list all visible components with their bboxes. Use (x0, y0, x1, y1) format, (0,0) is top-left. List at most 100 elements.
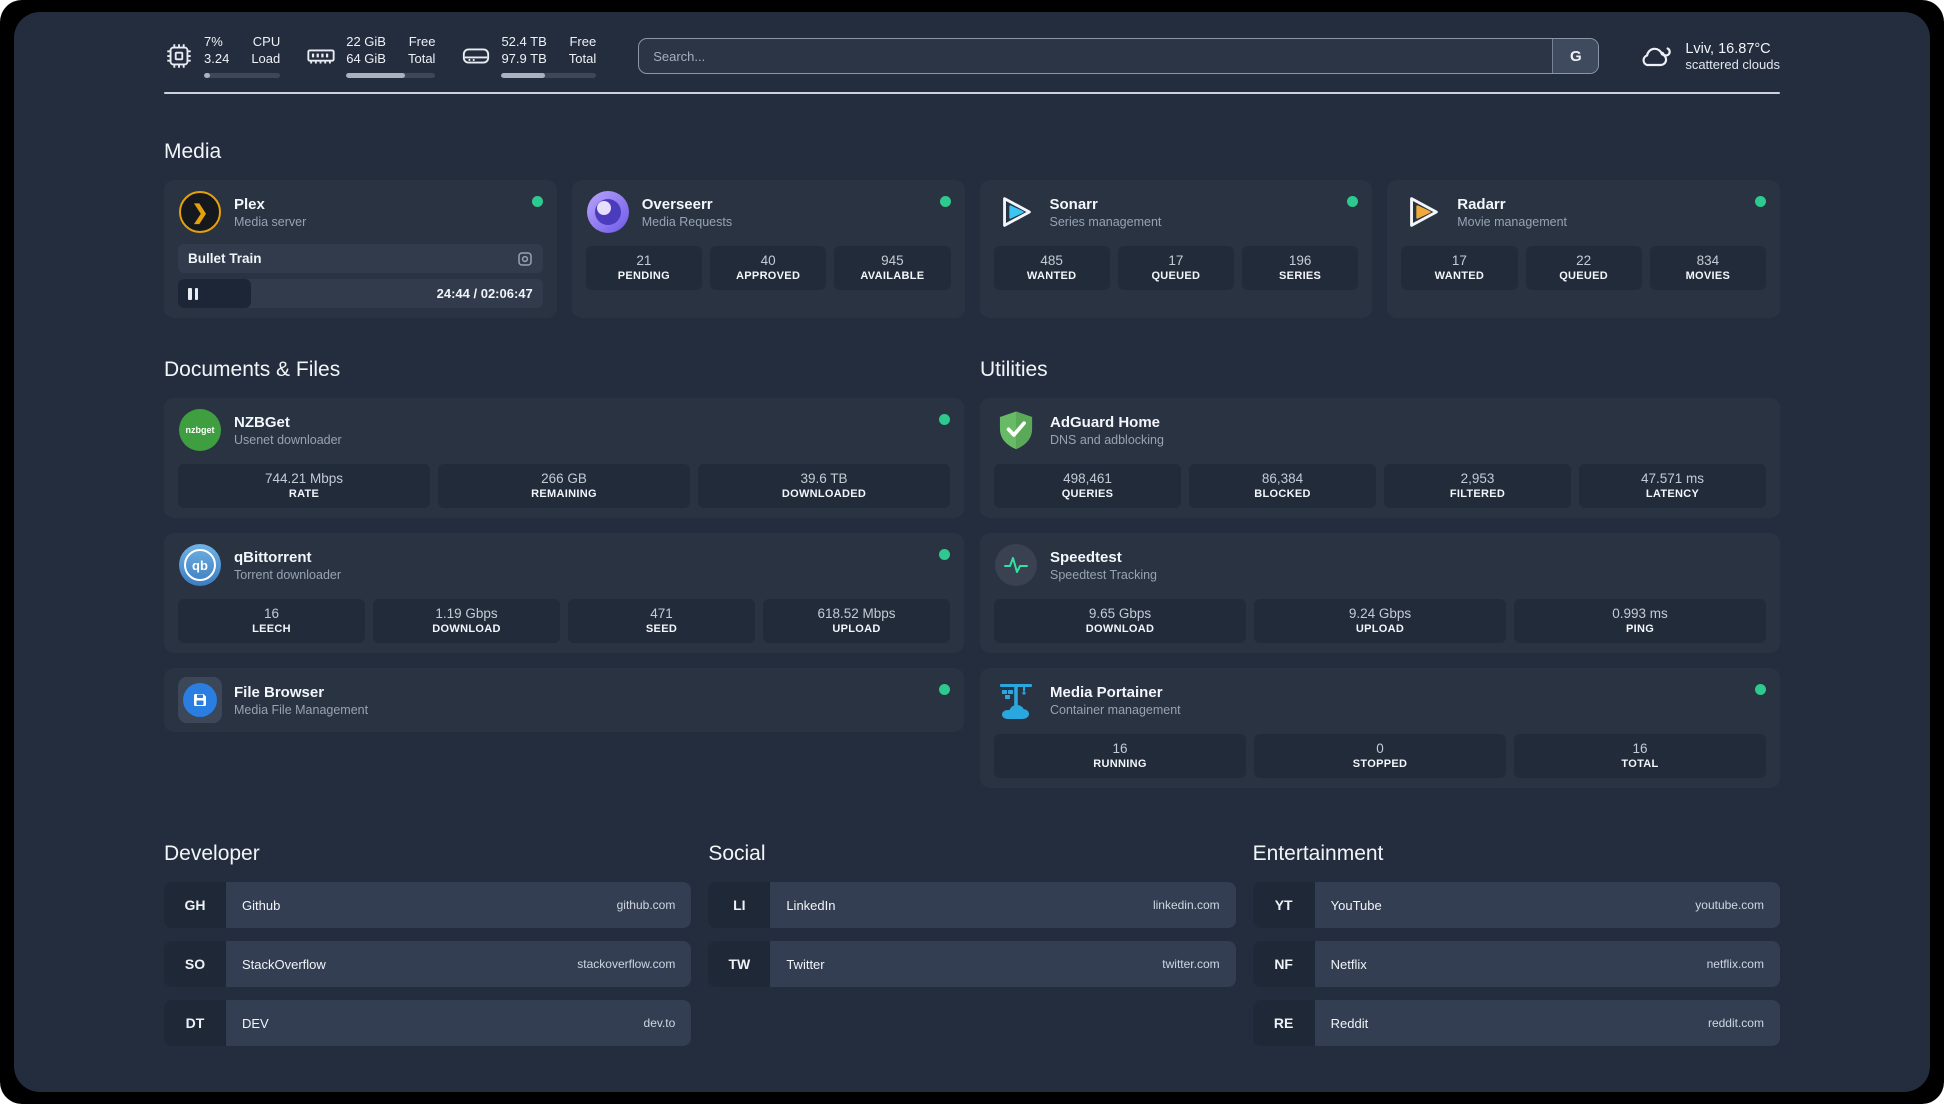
plex-card[interactable]: ❯ Plex Media server Bullet Train (164, 180, 557, 318)
storage-label-2: Total (568, 51, 597, 66)
stat-tile: 16 LEECH (178, 599, 365, 643)
radarr-subtitle: Movie management (1457, 214, 1568, 229)
bookmark-abbr: GH (164, 882, 226, 928)
stat-tile: 22 QUEUED (1525, 246, 1642, 290)
now-playing-title: Bullet Train (188, 251, 262, 266)
bookmark-name: Twitter (786, 956, 825, 972)
stat-tile: 834 MOVIES (1649, 246, 1766, 290)
storage-progress-fill (501, 72, 546, 78)
bookmark-stackoverflow[interactable]: SO StackOverflow stackoverflow.com (164, 941, 692, 987)
cpu-load: 3.24 (204, 51, 230, 66)
stat-tile: 196 SERIES (1242, 246, 1359, 290)
section-entertainment: Entertainment YT YouTube youtube.com NF N… (1252, 842, 1780, 1046)
section-developer: Developer GH Github github.com SO StackOv… (164, 842, 692, 1046)
overseerr-card[interactable]: Overseerr Media Requests 21 PENDING 40 APP… (571, 180, 965, 318)
bookmark-abbr: RE (1252, 1000, 1315, 1046)
bookmark-reddit[interactable]: RE Reddit reddit.com (1252, 1000, 1780, 1046)
playback-elapsed (178, 279, 251, 308)
nzbget-icon: nzbget (178, 408, 222, 452)
section-social: Social LI LinkedIn linkedin.com TW Twitte… (708, 842, 1236, 987)
bookmark-dev[interactable]: DT DEV dev.to (164, 1000, 692, 1046)
qbittorrent-icon: qb (178, 543, 222, 587)
nzbget-subtitle: Usenet downloader (234, 432, 342, 447)
search-input[interactable] (638, 38, 1600, 74)
adguard-subtitle: DNS and adblocking (1050, 432, 1164, 447)
cpu-label-2: Load (251, 51, 281, 66)
plex-status-dot (531, 196, 543, 207)
portainer-card[interactable]: Media Portainer Container management 16 R… (980, 668, 1780, 788)
portainer-status-dot (1755, 684, 1766, 695)
bookmark-abbr: LI (708, 882, 771, 928)
storage-label-1: Free (569, 34, 597, 50)
filebrowser-subtitle: Media File Management (234, 702, 369, 717)
nzbget-status-dot (939, 414, 950, 425)
cpu-progress-track (204, 72, 281, 78)
bookmark-url: dev.to (643, 1016, 676, 1030)
section-media: Media ❯ Plex Media server Bullet Train (164, 140, 1780, 318)
bookmark-name: YouTube (1330, 897, 1382, 913)
weather-widget[interactable]: Lviv, 16.87°C scattered clouds (1637, 41, 1780, 72)
storage-free: 52.4 TB (501, 34, 547, 50)
sonarr-status-dot (1347, 196, 1359, 207)
plex-title: Plex (234, 195, 265, 213)
cloud-icon (1637, 41, 1673, 71)
stat-tile: 498,461 QUERIES (994, 464, 1181, 508)
sonarr-card[interactable]: Sonarr Series management 485 WANTED 17 QUE… (979, 180, 1373, 318)
pause-icon[interactable] (188, 287, 198, 300)
adguard-card[interactable]: AdGuard Home DNS and adblocking 498,461 Q… (980, 398, 1780, 518)
bookmark-abbr: DT (164, 1000, 226, 1046)
stat-tile: 2,953 FILTERED (1384, 464, 1571, 508)
playback-progress-bar[interactable]: 24:44 / 02:06:47 (178, 279, 543, 308)
radarr-card[interactable]: Radarr Movie management 17 WANTED 22 QUEUE… (1387, 180, 1780, 318)
portainer-subtitle: Container management (1050, 702, 1181, 717)
section-documents: Documents & Files nzbget NZBGet Usenet d… (164, 358, 964, 732)
speedtest-subtitle: Speedtest Tracking (1050, 567, 1158, 582)
filebrowser-title: File Browser (234, 683, 325, 701)
dashboard-panel: 7% 3.24 CPU Load (14, 12, 1930, 1092)
portainer-icon (994, 678, 1038, 722)
cpu-usage: 7% (204, 34, 223, 50)
sonarr-subtitle: Series management (1049, 214, 1162, 229)
stat-tile: 471 SEED (568, 599, 755, 643)
search-engine-button[interactable]: G (1552, 39, 1599, 73)
qbittorrent-subtitle: Torrent downloader (234, 567, 342, 582)
bookmark-name: Netflix (1330, 956, 1367, 972)
memory-progress-track (346, 72, 436, 78)
stat-tile: 9.65 Gbps DOWNLOAD (994, 599, 1246, 643)
speedtest-icon (994, 543, 1038, 587)
nzbget-title: NZBGet (234, 413, 290, 431)
stat-tile: 0 STOPPED (1254, 734, 1506, 778)
sonarr-title: Sonarr (1049, 195, 1098, 213)
stat-tile: 47.571 ms LATENCY (1579, 464, 1766, 508)
bookmark-youtube[interactable]: YT YouTube youtube.com (1252, 882, 1780, 928)
overseerr-icon (586, 190, 630, 234)
radarr-icon (1401, 190, 1445, 234)
bookmark-linkedin[interactable]: LI LinkedIn linkedin.com (708, 882, 1236, 928)
nzbget-card[interactable]: nzbget NZBGet Usenet downloader 744.21 M… (164, 398, 964, 518)
stat-tile: 40 APPROVED (710, 246, 827, 290)
bookmark-name: StackOverflow (242, 956, 326, 972)
storage-progress-track (501, 72, 597, 78)
storage-stat: 52.4 TB 97.9 TB Free Total (461, 34, 597, 78)
radarr-status-dot (1755, 196, 1766, 207)
cast-icon (517, 251, 533, 267)
stat-tile: 945 AVAILABLE (834, 246, 951, 290)
filebrowser-status-dot (939, 684, 950, 695)
bookmark-url: linkedin.com (1152, 898, 1220, 912)
cpu-progress-fill (204, 72, 211, 78)
qbittorrent-card[interactable]: qb qBittorrent Torrent downloader 16 LEEC… (164, 533, 964, 653)
filebrowser-card[interactable]: File Browser Media File Management (164, 668, 964, 732)
bookmark-netflix[interactable]: NF Netflix netflix.com (1252, 941, 1780, 987)
stat-tile: 618.52 Mbps UPLOAD (763, 599, 950, 643)
speedtest-card[interactable]: Speedtest Speedtest Tracking 9.65 Gbps DO… (980, 533, 1780, 653)
header-bar: 7% 3.24 CPU Load (164, 12, 1780, 78)
stat-tile: 16 RUNNING (994, 734, 1246, 778)
section-title-documents: Documents & Files (164, 358, 341, 381)
bookmark-twitter[interactable]: TW Twitter twitter.com (708, 941, 1236, 987)
bookmark-abbr: SO (164, 941, 226, 987)
radarr-title: Radarr (1457, 195, 1506, 213)
memory-total: 64 GiB (346, 51, 386, 66)
bookmark-abbr: TW (708, 941, 771, 987)
memory-progress-fill (346, 72, 406, 78)
bookmark-github[interactable]: GH Github github.com (164, 882, 692, 928)
